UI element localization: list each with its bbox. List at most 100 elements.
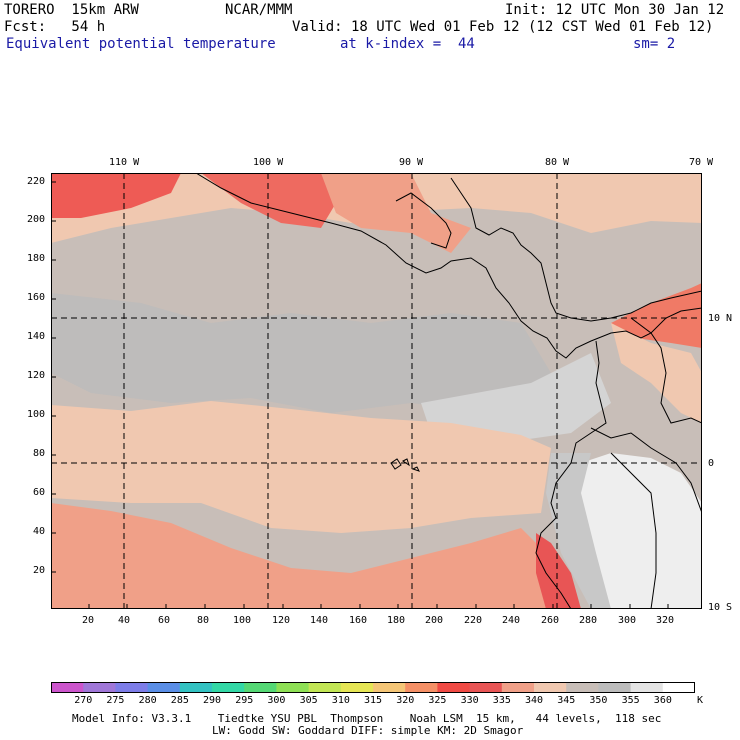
field-band-335-venezuela <box>611 283 702 348</box>
colorbar-label: 325 <box>428 695 447 706</box>
y-tick-label: 220 <box>27 176 46 187</box>
x-tick-label: 100 <box>233 615 252 626</box>
x-tick-label: 280 <box>579 615 598 626</box>
colorbar-swatch <box>469 682 503 693</box>
colorbar-label: 340 <box>525 695 544 706</box>
x-tick-label: 140 <box>310 615 329 626</box>
colorbar-swatch <box>276 682 310 693</box>
x-tick-label: 60 <box>158 615 171 626</box>
field-band-340-south <box>51 503 551 609</box>
colorbar <box>51 682 695 693</box>
valid-time: Valid: 18 UTC Wed 01 Feb 12 (12 CST Wed … <box>292 19 714 35</box>
colorbar-swatch <box>244 682 277 693</box>
lat-lon-grid <box>51 173 702 609</box>
field-band-330-nw <box>51 173 181 218</box>
colorbar-label: 345 <box>557 695 576 706</box>
colorbar-swatch <box>630 682 664 693</box>
center-title: NCAR/MMM <box>225 2 293 18</box>
colorbar-swatch <box>373 682 406 693</box>
colorbar-swatch <box>534 682 567 693</box>
colorbar-label: 270 <box>74 695 93 706</box>
x-tick-label: 220 <box>464 615 483 626</box>
border-colombia-venezuela <box>630 317 702 424</box>
x-tick-label: 200 <box>425 615 444 626</box>
x-tick-label: 320 <box>656 615 675 626</box>
y-tick-label: 100 <box>27 409 46 420</box>
lon-label-80w: 80 W <box>545 157 570 168</box>
colorbar-swatch <box>566 682 599 693</box>
colorbar-label: 310 <box>331 695 350 706</box>
lon-label-70w: 70 W <box>689 157 714 168</box>
colorbar-frame <box>51 682 695 693</box>
coastline-caribbean <box>450 177 702 322</box>
lat-label-0: 0 <box>708 458 715 469</box>
y-tick-label: 160 <box>27 292 46 303</box>
x-tick-label: 180 <box>387 615 406 626</box>
forecast-hour: Fcst: 54 h <box>4 19 106 35</box>
colorbar-label: 285 <box>170 695 189 706</box>
x-tick-label: 40 <box>118 615 131 626</box>
map-frame <box>51 173 702 609</box>
init-time: Init: 12 UTC Mon 30 Jan 12 <box>505 2 725 18</box>
colorbar-swatch <box>598 682 632 693</box>
theta-e-map <box>51 173 702 609</box>
border-peru-brazil <box>610 452 657 609</box>
colorbar-label: 355 <box>621 695 640 706</box>
colorbar-label: 330 <box>460 695 479 706</box>
coastline-galapagos-c <box>411 466 420 472</box>
x-tick-label: 20 <box>82 615 95 626</box>
lon-label-90w: 90 W <box>399 157 424 168</box>
colorbar-label: 335 <box>492 695 511 706</box>
colorbar-swatch <box>308 682 342 693</box>
colorbar-label: 295 <box>235 695 254 706</box>
y-tick-label: 80 <box>33 448 46 459</box>
field-band-345-south <box>51 401 551 533</box>
border-colombia-ecuador <box>590 427 702 514</box>
lat-label-10s: 10 S <box>708 602 733 613</box>
model-title: TORERO 15km ARW <box>4 2 139 18</box>
colorbar-swatch <box>340 682 374 693</box>
field-band-340-mexico <box>321 173 471 253</box>
field-band-355-andes <box>546 453 611 609</box>
colorbar-swatch <box>405 682 438 693</box>
x-tick-label: 300 <box>618 615 637 626</box>
colorbar-label: 350 <box>589 695 608 706</box>
smoothing-label: sm= 2 <box>633 36 676 52</box>
colorbar-label: 280 <box>138 695 157 706</box>
colorbar-label: 360 <box>653 695 672 706</box>
colorbar-labels: 270 275 280 285 290 295 300 305 310 315 320 325 330 3… <box>0 695 740 709</box>
colorbar-swatch <box>51 682 84 693</box>
colorbar-swatch <box>147 682 181 693</box>
y-tick-label: 120 <box>27 370 46 381</box>
colorbar-label: 320 <box>396 695 415 706</box>
model-info-line1: Model Info: V3.3.1 Tiedtke YSU PBL Thomp… <box>72 712 662 725</box>
colorbar-swatch <box>501 682 535 693</box>
x-tick-label: 260 <box>541 615 560 626</box>
coastline-yucatan <box>395 192 452 249</box>
model-info-line2: LW: Godd SW: Goddard DIFF: simple KM: 2D… <box>212 724 524 737</box>
y-tick-label: 180 <box>27 253 46 264</box>
colorbar-swatch <box>662 682 695 693</box>
y-tick-label: 140 <box>27 331 46 342</box>
colorbar-swatch <box>83 682 116 693</box>
colorbar-swatch <box>179 682 213 693</box>
y-tick-label: 20 <box>33 565 46 576</box>
x-tick-label: 80 <box>197 615 210 626</box>
level-label: at k-index = 44 <box>340 36 475 52</box>
x-tick-label: 120 <box>272 615 291 626</box>
coastline-galapagos-a <box>390 458 402 470</box>
field-band-330-mexico <box>201 173 336 228</box>
colorbar-unit: K <box>697 695 704 706</box>
field-name: Equivalent potential temperature <box>6 36 276 52</box>
colorbar-swatch <box>212 682 245 693</box>
colorbar-label: 315 <box>364 695 383 706</box>
lon-label-110w: 110 W <box>109 157 140 168</box>
lat-label-10n: 10 N <box>708 313 733 324</box>
field-grey-355-east <box>421 353 611 443</box>
field-grey-350 <box>51 293 551 413</box>
colorbar-swatch <box>115 682 149 693</box>
coastline-south-america <box>535 340 607 609</box>
y-tick-label: 60 <box>33 487 46 498</box>
colorbar-swatch <box>437 682 471 693</box>
